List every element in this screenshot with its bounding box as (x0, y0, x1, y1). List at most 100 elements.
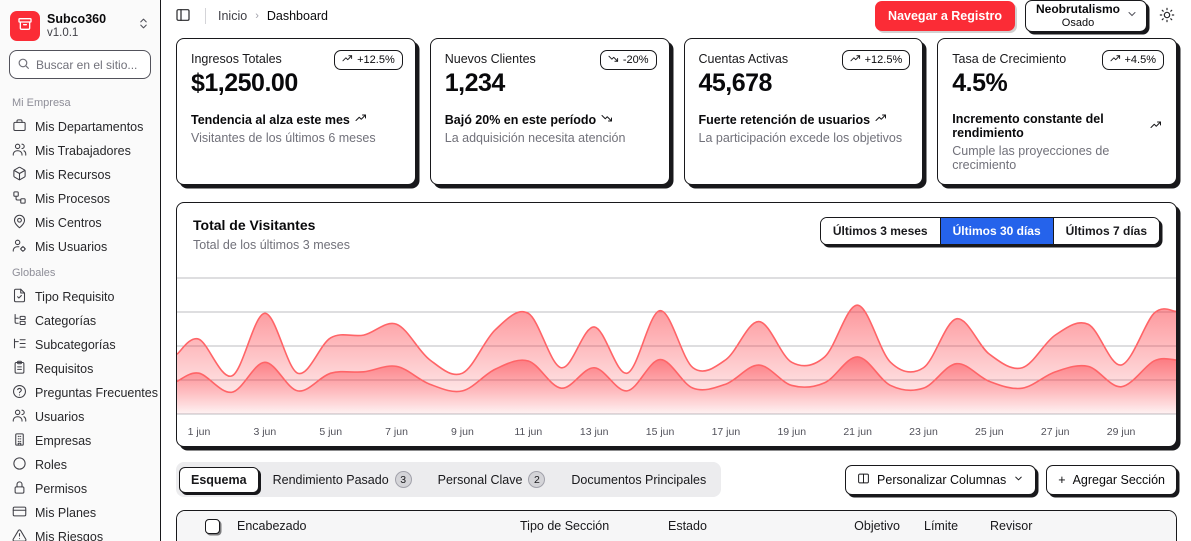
sidebar-item-label: Tipo Requisito (35, 290, 115, 304)
tab-count-badge: 2 (528, 471, 546, 488)
sidebar-item-requisitos[interactable]: Requisitos (8, 357, 152, 381)
x-axis-tick: 17 jun (711, 426, 741, 438)
trend-badge-value: +4.5% (1124, 54, 1157, 66)
x-axis-tick: 19 jun (777, 426, 807, 438)
sidebar-item-subcategorias[interactable]: Subcategorías (8, 333, 152, 357)
theme-toggle-button[interactable] (1157, 5, 1177, 28)
stat-card-title: Cuentas Activas (698, 52, 789, 66)
file-icon (12, 288, 27, 306)
column-header-encabezado: Encabezado (237, 519, 307, 533)
workspace-switcher[interactable]: Subco360 v1.0.1 (8, 8, 152, 50)
sidebar-item-label: Categorías (35, 314, 97, 328)
tab-label: Documentos Principales (571, 472, 707, 487)
trend-badge: -20% (599, 50, 657, 70)
help-circle-icon (12, 384, 27, 402)
sidebar-item-label: Empresas (35, 434, 92, 448)
sidebar-item-mis-centros[interactable]: Mis Centros (8, 211, 152, 235)
sidebar-item-mis-planes[interactable]: Mis Planes (8, 501, 152, 525)
stat-card-footer: Incremento constante del rendimiento (952, 112, 1104, 140)
sidebar-item-preguntas-frecuentes[interactable]: Preguntas Frecuentes (8, 381, 158, 405)
clipboard-icon (12, 360, 27, 378)
main-area: Inicio › Dashboard Navegar a Registro Ne… (161, 0, 1191, 541)
tab-label: Rendimiento Pasado (272, 472, 389, 487)
range-button-30-days[interactable]: Últimos 30 días (939, 218, 1053, 244)
stat-card-value: 1,234 (444, 69, 506, 97)
building-icon (12, 432, 27, 450)
x-axis-tick: 27 jun (1040, 426, 1070, 438)
column-header-limite: Límite (924, 519, 959, 533)
stat-card-subtext: La adquisición necesita atención (444, 131, 626, 145)
stat-card-subtext: Visitantes de los últimos 6 meses (191, 131, 376, 145)
tab-rendimiento-pasado[interactable]: Rendimiento Pasado 3 (261, 465, 424, 494)
range-button-3-months[interactable]: Últimos 3 meses (820, 218, 940, 244)
stat-card-tasa-crecimiento: Tasa de Crecimiento +4.5% 4.5% Increment… (937, 38, 1177, 185)
package-icon (12, 166, 27, 184)
sidebar-item-permisos[interactable]: Permisos (8, 477, 152, 501)
sidebar-item-mis-riesgos[interactable]: Mis Riesgos (8, 525, 152, 541)
select-all-checkbox[interactable] (205, 518, 220, 534)
stat-card-footer: Bajó 20% en este período (444, 112, 597, 127)
column-header-objetivo: Objetivo (854, 519, 900, 533)
user-gear-icon (12, 238, 27, 256)
x-axis-tick: 11 jun (514, 426, 543, 438)
sidebar-item-roles[interactable]: Roles (8, 453, 152, 477)
sidebar-item-tipo-requisito[interactable]: Tipo Requisito (8, 285, 152, 309)
add-section-button[interactable]: + Agregar Sección (1046, 464, 1177, 495)
tab-label: Personal Clave (437, 472, 523, 487)
stat-card-title: Tasa de Crecimiento (952, 52, 1067, 66)
sidebar-item-label: Mis Departamentos (35, 120, 144, 134)
x-axis-tick: 23 jun (909, 426, 938, 438)
sidebar-item-label: Subcategorías (35, 338, 116, 352)
x-axis-tick: 29 jun (1106, 426, 1136, 438)
theme-select[interactable]: Neobrutalismo Osado (1024, 0, 1147, 32)
sidebar-item-mis-usuarios[interactable]: Mis Usuarios (8, 235, 152, 259)
trending-up-icon (355, 112, 367, 127)
range-button-7-days[interactable]: Últimos 7 días (1052, 218, 1159, 244)
trending-down-icon (608, 53, 619, 67)
trend-badge-value: +12.5% (864, 54, 903, 66)
map-pin-icon (12, 214, 27, 232)
sidebar-item-mis-departamentos[interactable]: Mis Departamentos (8, 115, 152, 139)
sidebar-item-label: Mis Trabajadores (35, 144, 131, 158)
list-icon (12, 336, 27, 354)
archive-box-icon (17, 16, 33, 37)
sidebar-item-empresas[interactable]: Empresas (8, 429, 152, 453)
stat-card-ingresos: Ingresos Totales +12.5% $1,250.00 Tenden… (176, 38, 416, 185)
area-chart-svg (177, 268, 1176, 420)
x-axis-tick: 3 jun (253, 426, 277, 438)
navigate-register-button[interactable]: Navegar a Registro (875, 1, 1015, 31)
sidebar-item-mis-procesos[interactable]: Mis Procesos (8, 187, 152, 211)
search-icon (17, 57, 30, 75)
sun-icon (1159, 7, 1175, 26)
sidebar-item-categorias[interactable]: Categorías (8, 309, 152, 333)
stat-card-value: $1,250.00 (191, 69, 298, 97)
dashboard-content: Ingresos Totales +12.5% $1,250.00 Tenden… (161, 32, 1191, 541)
stat-card-subtext: Cumple las proyecciones de crecimiento (952, 144, 1110, 172)
sidebar-item-label: Preguntas Frecuentes (35, 386, 158, 400)
sidebar-toggle-button[interactable] (173, 5, 193, 28)
x-axis-tick: 7 jun (385, 426, 408, 438)
tab-esquema[interactable]: Esquema (179, 466, 259, 493)
sidebar-item-label: Requisitos (35, 362, 94, 376)
customize-columns-button[interactable]: Personalizar Columnas (845, 464, 1037, 495)
trend-badge: +12.5% (334, 50, 403, 70)
panel-left-icon (175, 7, 191, 26)
chevrons-up-down-icon (137, 17, 150, 35)
sidebar-item-mis-recursos[interactable]: Mis Recursos (8, 163, 152, 187)
trend-badge: +12.5% (841, 50, 911, 70)
stat-card-value: 45,678 (698, 69, 773, 97)
sidebar-item-usuarios[interactable]: Usuarios (8, 405, 152, 429)
tab-documentos-principales[interactable]: Documentos Principales (559, 467, 718, 493)
app-name: Subco360 (47, 12, 107, 27)
trending-down-icon (601, 112, 613, 127)
chevron-down-icon (1126, 7, 1138, 25)
tab-personal-clave[interactable]: Personal Clave 2 (426, 465, 558, 494)
x-axis-tick: 25 jun (975, 426, 1004, 438)
sidebar-item-mis-trabajadores[interactable]: Mis Trabajadores (8, 139, 152, 163)
x-axis-tick: 15 jun (645, 426, 675, 438)
search-input[interactable] (9, 50, 151, 79)
alert-triangle-icon (12, 528, 27, 541)
tabs-row: Esquema Rendimiento Pasado 3 Personal Cl… (176, 462, 1177, 497)
sidebar: Subco360 v1.0.1 Mi Empresa Mis Departame… (0, 0, 161, 541)
breadcrumb-root[interactable]: Inicio (218, 9, 248, 23)
